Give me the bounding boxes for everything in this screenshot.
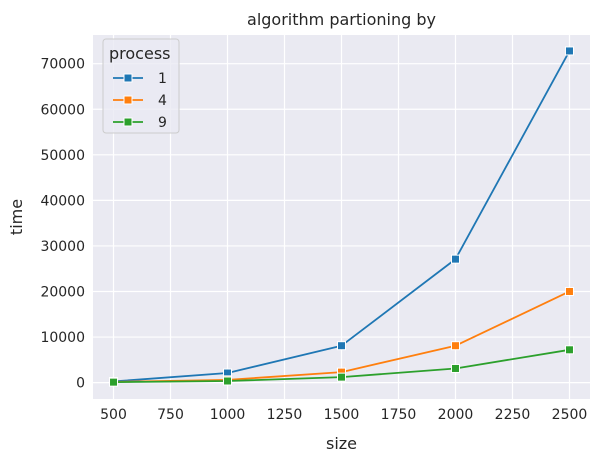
legend-title: process	[109, 44, 170, 63]
legend-label: 4	[158, 93, 167, 109]
x-tick-label: 750	[157, 407, 184, 423]
x-tick-label: 2500	[552, 407, 588, 423]
y-tick-label: 10000	[40, 330, 85, 346]
y-tick-label: 60000	[40, 102, 85, 118]
y-tick-label: 40000	[40, 193, 85, 209]
series-layer	[109, 46, 574, 387]
data-point	[450, 254, 460, 264]
y-axis-ticks: 0 10000 20000 30000 40000 50000 60000 70000	[40, 57, 85, 392]
legend-label: 1	[158, 71, 167, 87]
legend-entry-9: 9	[113, 115, 167, 131]
y-tick-label: 70000	[40, 57, 85, 73]
x-tick-label: 500	[100, 407, 127, 423]
legend-entry-4: 4	[113, 93, 167, 109]
x-axis-label: size	[326, 434, 357, 453]
data-point	[450, 363, 460, 373]
data-point	[564, 286, 574, 296]
y-tick-label: 30000	[40, 239, 85, 255]
grid	[93, 35, 590, 399]
x-axis-ticks: 500 750 1000 1250 1500 1750 2000 2250 2500	[100, 407, 587, 423]
x-tick-label: 1750	[381, 407, 417, 423]
x-tick-label: 2250	[495, 407, 531, 423]
chart-title: algorithm partioning by	[247, 10, 436, 29]
legend: process 1 4 9	[102, 38, 180, 134]
series-9	[109, 345, 574, 387]
legend-entry-1: 1	[113, 71, 167, 87]
y-tick-label: 50000	[40, 148, 85, 164]
x-tick-label: 1000	[210, 407, 246, 423]
legend-marker	[123, 117, 133, 127]
legend-box	[102, 38, 180, 134]
y-axis-label: time	[7, 199, 26, 235]
legend-marker	[123, 95, 133, 105]
legend-marker	[123, 73, 133, 83]
data-point	[223, 376, 233, 386]
data-point	[337, 372, 346, 382]
data-point	[109, 377, 119, 387]
x-tick-label: 1250	[267, 407, 303, 423]
data-point	[450, 341, 460, 351]
y-tick-label: 20000	[40, 284, 85, 300]
legend-label: 9	[158, 115, 167, 131]
data-point	[564, 46, 574, 56]
data-point	[564, 345, 574, 355]
data-point	[337, 341, 346, 351]
y-tick-label: 0	[76, 376, 85, 392]
x-tick-label: 1500	[324, 407, 360, 423]
x-tick-label: 2000	[438, 407, 474, 423]
